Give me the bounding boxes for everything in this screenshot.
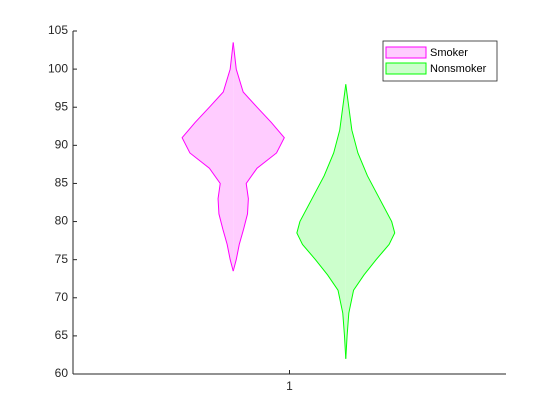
legend-swatch	[385, 46, 427, 59]
x-tick-label: 1	[286, 379, 293, 393]
violin-edge	[232, 42, 285, 272]
violin-fill	[296, 84, 346, 359]
violin-fill	[182, 42, 234, 272]
violin-edge	[345, 84, 396, 359]
y-tick-label: 95	[55, 99, 69, 113]
y-tick-label: 60	[55, 366, 69, 380]
y-tick-label: 70	[55, 290, 69, 304]
violin-edge	[181, 42, 234, 272]
y-tick-label: 105	[48, 23, 68, 37]
y-tick-label: 100	[48, 61, 68, 75]
y-tick-label: 90	[55, 138, 69, 152]
legend-label: Smoker	[430, 47, 468, 59]
y-tick-label: 75	[55, 252, 69, 266]
y-tick-label: 85	[55, 176, 69, 190]
legend-swatch	[385, 62, 427, 75]
legend: Smoker Nonsmoker	[382, 40, 498, 82]
legend-label: Nonsmoker	[430, 63, 487, 75]
y-tick-label: 80	[55, 214, 69, 228]
y-tick-label: 65	[55, 328, 69, 342]
violin-edge	[296, 84, 347, 359]
violin-fill	[345, 84, 395, 359]
violin-fill	[233, 42, 285, 272]
